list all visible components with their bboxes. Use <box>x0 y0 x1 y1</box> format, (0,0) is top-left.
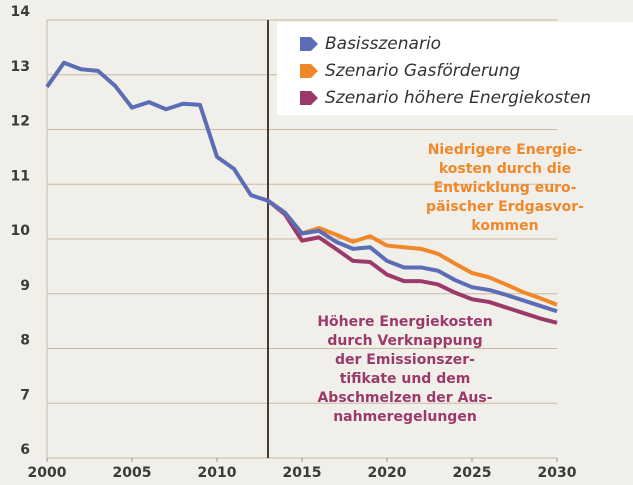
annotation: Abschmelzen der Aus- <box>317 390 492 406</box>
x-tick-label: 2000 <box>28 465 67 481</box>
y-tick-label: 12 <box>11 114 30 130</box>
annotation: Höhere Energiekosten <box>317 314 492 330</box>
x-tick-label: 2005 <box>113 465 152 481</box>
legend-label: Szenario höhere Energiekosten <box>325 88 591 108</box>
x-tick-label: 2020 <box>368 465 407 481</box>
y-tick-label: 9 <box>20 278 30 294</box>
legend-box <box>277 22 633 115</box>
legend-label: Basisszenario <box>325 34 441 54</box>
annotation: kommen <box>471 218 538 234</box>
y-tick-label: 10 <box>11 223 31 239</box>
legend-marker <box>300 91 318 105</box>
x-tick-label: 2015 <box>283 465 322 481</box>
annotation: Entwicklung euro- <box>434 180 577 196</box>
series-line <box>45 60 558 314</box>
annotation: nahmeregelungen <box>333 409 477 425</box>
x-tick-label: 2025 <box>453 465 492 481</box>
annotation: kosten durch die <box>439 161 571 177</box>
y-tick-label: 6 <box>20 442 30 458</box>
y-tick-label: 13 <box>11 59 30 75</box>
series-line <box>266 199 558 307</box>
annotation: päischer Erdgasvor- <box>426 199 584 215</box>
legend-marker <box>300 37 318 51</box>
legend-marker <box>300 64 318 78</box>
annotation: Niedrigere Energie- <box>428 142 583 158</box>
y-tick-label: 11 <box>11 168 30 184</box>
x-tick-label: 2030 <box>538 465 577 481</box>
y-tick-label: 14 <box>11 4 31 20</box>
y-tick-label: 7 <box>20 387 30 403</box>
annotation: durch Verknappung <box>327 333 482 349</box>
annotation: tifikate und dem <box>340 371 471 387</box>
legend-label: Szenario Gasförderung <box>325 61 520 81</box>
annotation: der Emissionszer- <box>335 352 475 368</box>
series-line <box>266 199 558 325</box>
x-tick-label: 2010 <box>198 465 237 481</box>
y-tick-label: 8 <box>20 333 30 349</box>
